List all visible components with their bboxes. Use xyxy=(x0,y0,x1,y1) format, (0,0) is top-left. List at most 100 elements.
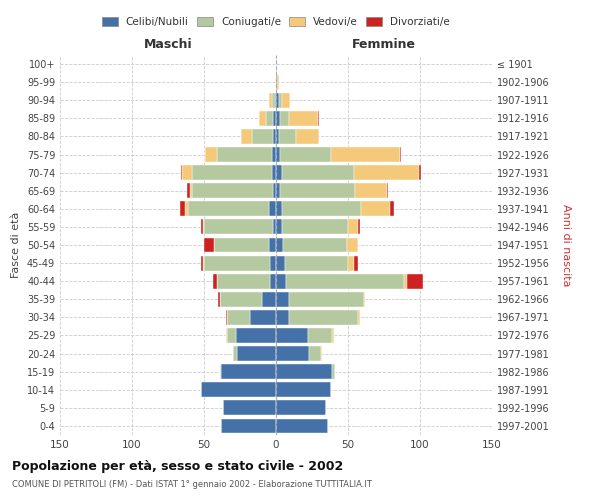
Bar xyxy=(275,93,276,108)
Bar xyxy=(276,364,332,379)
Bar xyxy=(387,184,388,198)
Bar xyxy=(332,364,335,379)
Bar xyxy=(203,256,204,270)
Bar xyxy=(280,184,355,198)
Bar xyxy=(185,202,188,216)
Bar xyxy=(273,111,276,126)
Bar xyxy=(179,202,185,216)
Bar xyxy=(276,418,328,434)
Bar xyxy=(205,147,217,162)
Bar xyxy=(354,165,419,180)
Bar xyxy=(407,274,423,288)
Bar xyxy=(358,220,359,234)
Bar xyxy=(269,238,276,252)
Bar xyxy=(296,129,319,144)
Bar xyxy=(181,165,182,180)
Bar xyxy=(276,310,289,325)
Bar xyxy=(201,256,203,270)
Bar xyxy=(187,184,190,198)
Bar xyxy=(361,202,390,216)
Bar xyxy=(236,328,276,343)
Bar xyxy=(280,111,289,126)
Bar xyxy=(364,292,365,306)
Bar xyxy=(251,129,273,144)
Bar xyxy=(276,147,280,162)
Bar xyxy=(223,400,276,415)
Bar xyxy=(354,256,358,270)
Bar xyxy=(270,256,276,270)
Bar xyxy=(276,400,326,415)
Legend: Celibi/Nubili, Coniugati/e, Vedovi/e, Divorziati/e: Celibi/Nubili, Coniugati/e, Vedovi/e, Di… xyxy=(98,12,454,32)
Bar xyxy=(276,202,282,216)
Bar xyxy=(404,274,407,288)
Bar xyxy=(279,129,296,144)
Bar xyxy=(221,418,276,434)
Bar xyxy=(400,147,401,162)
Bar xyxy=(358,310,359,325)
Bar xyxy=(286,274,404,288)
Bar xyxy=(283,238,347,252)
Bar xyxy=(221,364,276,379)
Bar xyxy=(309,346,320,361)
Bar xyxy=(237,346,276,361)
Bar xyxy=(269,93,272,108)
Bar xyxy=(308,328,332,343)
Bar xyxy=(320,346,322,361)
Bar xyxy=(227,310,250,325)
Bar xyxy=(276,382,331,397)
Bar xyxy=(266,111,273,126)
Bar xyxy=(204,220,273,234)
Bar xyxy=(355,184,387,198)
Bar xyxy=(276,93,279,108)
Bar xyxy=(214,238,269,252)
Bar xyxy=(284,256,348,270)
Bar xyxy=(204,256,270,270)
Bar xyxy=(233,346,237,361)
Bar xyxy=(276,328,308,343)
Bar xyxy=(227,328,236,343)
Bar xyxy=(226,328,227,343)
Bar xyxy=(190,184,193,198)
Bar xyxy=(280,147,331,162)
Bar xyxy=(250,310,276,325)
Bar xyxy=(348,220,358,234)
Bar xyxy=(193,184,273,198)
Bar xyxy=(262,292,276,306)
Bar xyxy=(273,129,276,144)
Text: COMUNE DI PETRITOLI (FM) - Dati ISTAT 1° gennaio 2002 - Elaborazione TUTTITALIA.: COMUNE DI PETRITOLI (FM) - Dati ISTAT 1°… xyxy=(12,480,372,489)
Bar xyxy=(390,202,394,216)
Bar xyxy=(332,328,334,343)
Bar xyxy=(218,292,220,306)
Bar xyxy=(226,310,227,325)
Bar xyxy=(276,274,286,288)
Bar xyxy=(276,346,309,361)
Bar xyxy=(193,165,272,180)
Bar xyxy=(273,184,276,198)
Bar xyxy=(276,74,277,90)
Bar xyxy=(212,274,217,288)
Bar xyxy=(282,165,354,180)
Bar xyxy=(276,256,284,270)
Y-axis label: Anni di nascita: Anni di nascita xyxy=(560,204,571,286)
Text: Femmine: Femmine xyxy=(352,38,416,52)
Bar xyxy=(217,274,270,288)
Bar xyxy=(276,129,279,144)
Bar xyxy=(276,165,282,180)
Text: Popolazione per età, sesso e stato civile - 2002: Popolazione per età, sesso e stato civil… xyxy=(12,460,343,473)
Bar xyxy=(270,274,276,288)
Bar xyxy=(318,111,319,126)
Bar xyxy=(272,147,276,162)
Bar xyxy=(273,220,276,234)
Bar xyxy=(259,111,266,126)
Bar xyxy=(331,147,400,162)
Text: Maschi: Maschi xyxy=(143,38,193,52)
Bar xyxy=(201,220,203,234)
Bar xyxy=(419,165,421,180)
Bar xyxy=(279,93,282,108)
Bar xyxy=(276,184,280,198)
Bar xyxy=(289,292,364,306)
Y-axis label: Fasce di età: Fasce di età xyxy=(11,212,21,278)
Bar xyxy=(282,220,348,234)
Bar xyxy=(272,165,276,180)
Bar xyxy=(272,93,275,108)
